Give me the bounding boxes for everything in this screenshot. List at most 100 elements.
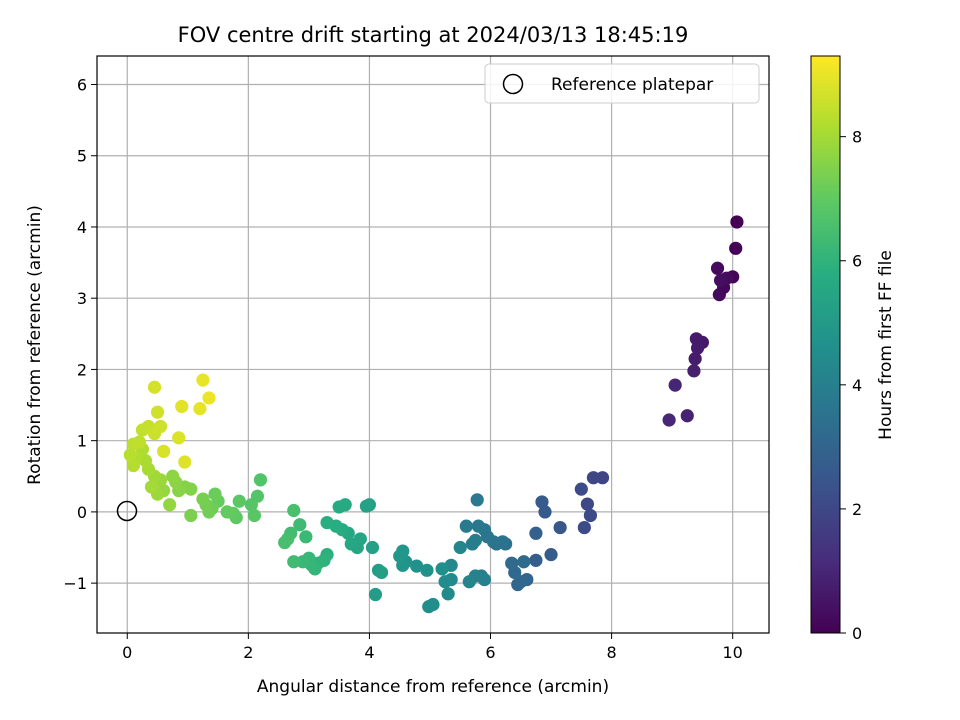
data-point [729,241,743,255]
data-point [712,288,726,302]
data-point [468,533,482,547]
data-point [538,505,552,519]
data-point [471,519,486,533]
data-point [690,341,705,355]
data-point [175,399,189,414]
data-point [332,500,346,514]
data-points [123,215,744,614]
data-point [422,600,436,614]
y-tick-label: 4 [77,218,87,237]
data-point [574,482,588,496]
data-point [453,540,467,555]
colorbar-tick-label: 0 [852,624,862,643]
legend-marker [502,73,524,95]
data-point [126,458,140,473]
data-point [150,405,165,419]
legend: Reference platepar [484,63,760,104]
data-point [544,548,558,562]
y-tick-label: 6 [77,75,87,94]
y-tick-label: 5 [77,147,87,166]
data-point [153,419,168,434]
data-point [420,563,434,577]
data-point [529,526,543,540]
data-point [680,409,694,423]
y-tick-label: 0 [77,503,87,522]
x-tick-label: 2 [243,643,253,662]
colorbar-tick-label: 6 [852,252,862,271]
colorbar [810,55,841,634]
data-point [178,455,192,469]
colorbar-label: Hours from first FF file [876,250,896,440]
data-point [553,520,567,535]
data-point [156,444,171,458]
legend-label: Reference platepar [551,75,713,95]
data-point [586,471,601,485]
data-point [132,435,146,449]
data-point [359,499,374,513]
legend-box [484,63,760,104]
data-point [220,505,234,519]
data-point [247,508,262,523]
data-point [441,587,455,601]
data-point [365,540,380,555]
colorbar-tick-label: 4 [852,376,862,395]
chart-title: FOV centre drift starting at 2024/03/13 … [178,23,689,47]
data-point [583,508,598,523]
data-point [287,503,301,518]
data-point [253,473,268,487]
x-tick-label: 10 [722,643,742,662]
data-point [123,448,137,462]
data-point [595,471,610,485]
data-point [688,352,702,366]
data-point [730,215,744,229]
data-point [196,373,210,387]
data-point [184,508,198,523]
data-point [535,495,549,509]
colorbar-ticks: 0 2 4 6 8 [840,128,862,643]
data-point [147,380,162,394]
data-point [293,518,307,532]
data-point [438,575,452,589]
data-point [208,487,222,501]
data-point [244,498,258,512]
data-point [202,391,216,405]
data-point [470,493,484,507]
data-point [517,555,531,569]
colorbar-tick-label: 8 [852,128,862,147]
x-tick-label: 8 [607,643,617,662]
y-axis-ticks: −1 0 1 2 3 4 5 6 [63,75,97,593]
data-point [410,559,424,573]
data-point [278,535,292,550]
x-tick-label: 6 [485,643,495,662]
data-point [577,520,591,535]
data-point [435,562,449,576]
x-tick-label: 0 [122,643,132,662]
data-point [232,494,246,508]
data-point [344,537,358,551]
data-point [196,492,210,506]
data-point [662,413,676,427]
data-point [668,378,682,392]
data-point [393,549,407,563]
data-point [710,261,725,275]
data-point [580,497,594,511]
x-axis-ticks: 0 2 4 6 8 10 [122,633,743,662]
data-point [511,577,525,592]
data-point [320,515,334,530]
data-point [144,480,159,494]
data-point [374,565,389,580]
reference-platepar-marker [116,500,138,522]
data-point [713,273,728,287]
data-point [193,402,207,416]
x-axis-label: Angular distance from reference (arcmin) [257,677,609,697]
colorbar-tick-label: 2 [852,500,862,519]
data-point [687,364,701,378]
data-point [287,555,301,569]
y-tick-label: 1 [77,432,87,451]
y-tick-label: 2 [77,360,87,379]
data-point [529,553,543,567]
plot-frame [96,55,770,634]
data-point [163,498,177,512]
x-tick-label: 4 [364,643,374,662]
data-point [299,530,313,544]
